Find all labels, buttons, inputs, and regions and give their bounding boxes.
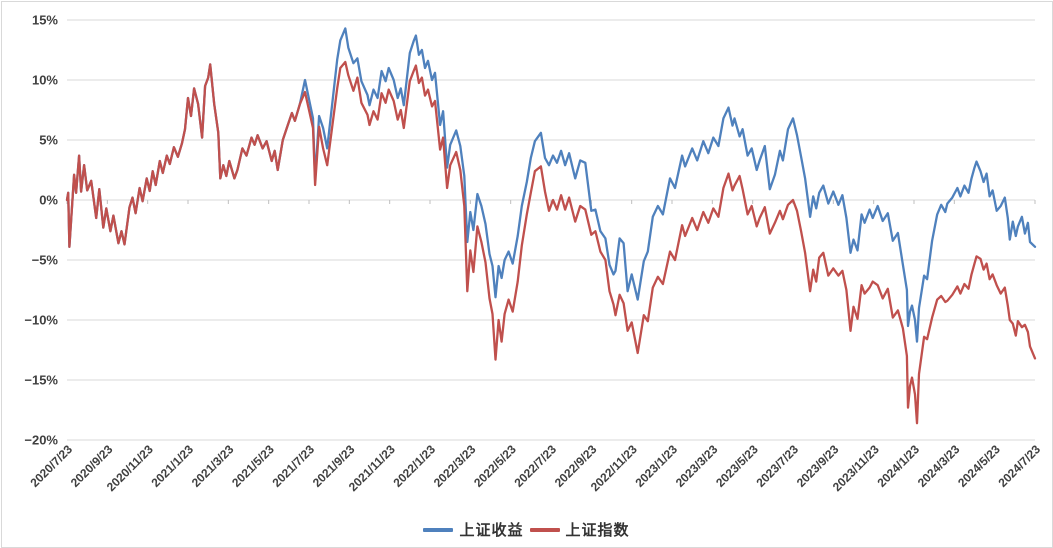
x-axis-tick-label: 2023/7/23 bbox=[753, 442, 801, 490]
x-axis-tick-label: 2021/5/23 bbox=[229, 442, 277, 490]
y-axis-tick-label: −20% bbox=[24, 433, 58, 448]
x-axis-tick-label: 2024/1/23 bbox=[874, 442, 922, 490]
x-axis-tick-label: 2021/7/23 bbox=[269, 442, 317, 490]
y-axis-tick-label: 15% bbox=[32, 13, 58, 28]
legend-line-swatch-blue bbox=[423, 527, 454, 532]
y-axis-tick-label: 0% bbox=[39, 193, 58, 208]
x-axis-tick-label: 2023/3/23 bbox=[673, 442, 721, 490]
data-series-lines[interactable] bbox=[65, 27, 1037, 425]
chart-legend: 上证收益 上证指数 bbox=[0, 519, 1053, 540]
x-axis-tick-label: 2024/5/23 bbox=[955, 442, 1003, 490]
x-axis-tick-label: 2021/1/23 bbox=[148, 442, 196, 490]
x-axis-tick-label: 2023/5/23 bbox=[713, 442, 761, 490]
legend-label: 上证指数 bbox=[565, 523, 630, 539]
y-axis-tick-label: −15% bbox=[24, 373, 58, 388]
x-axis-tick-label: 2020/7/23 bbox=[27, 442, 75, 490]
x-axis-tick-label: 2021/3/23 bbox=[189, 442, 237, 490]
y-axis-tick-label: 10% bbox=[32, 73, 58, 88]
legend-line-swatch-red bbox=[529, 527, 560, 532]
legend-item-series-1[interactable]: 上证收益 bbox=[423, 519, 523, 540]
legend-item-series-2[interactable]: 上证指数 bbox=[529, 519, 630, 540]
y-axis-tick-label: −10% bbox=[24, 313, 58, 328]
y-axis-tick-label: 5% bbox=[39, 133, 58, 148]
y-axis-labels: 15% 10% 5% 0% −5% −10% −15% −20% bbox=[24, 13, 58, 448]
series-line-red[interactable] bbox=[65, 60, 1037, 425]
x-axis-tick-label: 2024/3/23 bbox=[915, 442, 963, 490]
x-axis-labels: 2020/7/232020/9/232020/11/232021/1/23202… bbox=[27, 442, 1043, 494]
horizontal-gridlines bbox=[67, 19, 1035, 441]
legend-label: 上证收益 bbox=[459, 523, 524, 539]
x-axis-tick-label: 2023/1/23 bbox=[632, 442, 680, 490]
x-axis-tick-label: 2024/7/23 bbox=[995, 442, 1043, 490]
y-axis-tick-label: −5% bbox=[32, 253, 59, 268]
x-axis-tick-label: 2022/7/23 bbox=[511, 442, 559, 490]
x-axis-tick-label: 2022/3/23 bbox=[431, 442, 479, 490]
x-axis-tick-label: 2022/1/23 bbox=[390, 442, 438, 490]
x-axis-tick-label: 2022/5/23 bbox=[471, 442, 519, 490]
